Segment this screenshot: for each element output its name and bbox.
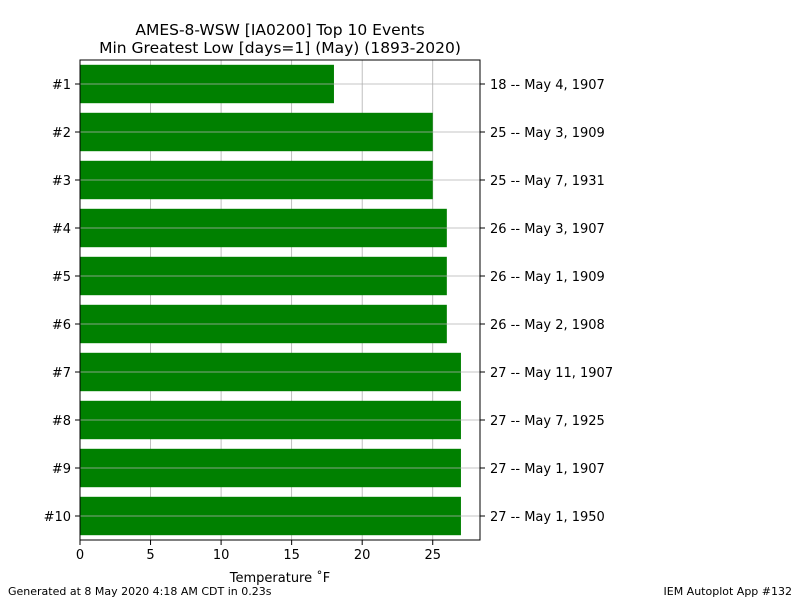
plot-frame bbox=[79, 59, 481, 541]
generated-timestamp: Generated at 8 May 2020 4:18 AM CDT in 0… bbox=[8, 585, 272, 598]
event-label: 26 -- May 3, 1907 bbox=[490, 222, 605, 237]
event-label: 27 -- May 7, 1925 bbox=[490, 414, 605, 429]
y-tick-label: #9 bbox=[52, 462, 71, 477]
event-label: 18 -- May 4, 1907 bbox=[490, 78, 605, 93]
y-tick-label: #3 bbox=[52, 174, 71, 189]
x-axis-ticks: 0 5 10 15 20 25 bbox=[76, 540, 441, 563]
event-label: 25 -- May 3, 1909 bbox=[490, 126, 605, 141]
y-tick-label: #6 bbox=[52, 318, 71, 333]
horizontal-gridlines bbox=[80, 83, 480, 517]
y-tick-label: #7 bbox=[52, 366, 71, 381]
event-label: 27 -- May 1, 1950 bbox=[490, 510, 605, 525]
x-tick-label: 10 bbox=[213, 548, 230, 563]
event-label: 27 -- May 11, 1907 bbox=[490, 366, 613, 381]
x-tick-label: 15 bbox=[283, 548, 300, 563]
x-tick-label: 25 bbox=[424, 548, 441, 563]
x-tick-label: 5 bbox=[146, 548, 154, 563]
event-label: 25 -- May 7, 1931 bbox=[490, 174, 605, 189]
event-label: 26 -- May 1, 1909 bbox=[490, 270, 605, 285]
y-tick-label: #2 bbox=[52, 126, 71, 141]
app-credit: IEM Autoplot App #132 bbox=[663, 585, 793, 598]
y-tick-label: #4 bbox=[52, 222, 71, 237]
y-tick-label: #5 bbox=[52, 270, 71, 285]
right-axis-labels: 18 -- May 4, 1907 25 -- May 3, 1909 25 -- … bbox=[480, 78, 613, 525]
chart-title: AMES-8-WSW [IA0200] Top 10 Events bbox=[135, 21, 424, 39]
bars bbox=[80, 64, 461, 536]
event-label: 27 -- May 1, 1907 bbox=[490, 462, 605, 477]
y-axis-ticks: #1 #2 #3 #4 #5 #6 #7 #8 #9 #10 bbox=[44, 78, 80, 525]
y-tick-label: #1 bbox=[52, 78, 71, 93]
y-tick-label: #8 bbox=[52, 414, 71, 429]
x-tick-label: 20 bbox=[354, 548, 371, 563]
x-axis-label: Temperature ˚F bbox=[229, 570, 330, 586]
chart-subtitle: Min Greatest Low [days=1] (May) (1893-20… bbox=[99, 39, 461, 57]
event-label: 26 -- May 2, 1908 bbox=[490, 318, 605, 333]
x-tick-label: 0 bbox=[76, 548, 84, 563]
y-tick-label: #10 bbox=[44, 510, 71, 525]
